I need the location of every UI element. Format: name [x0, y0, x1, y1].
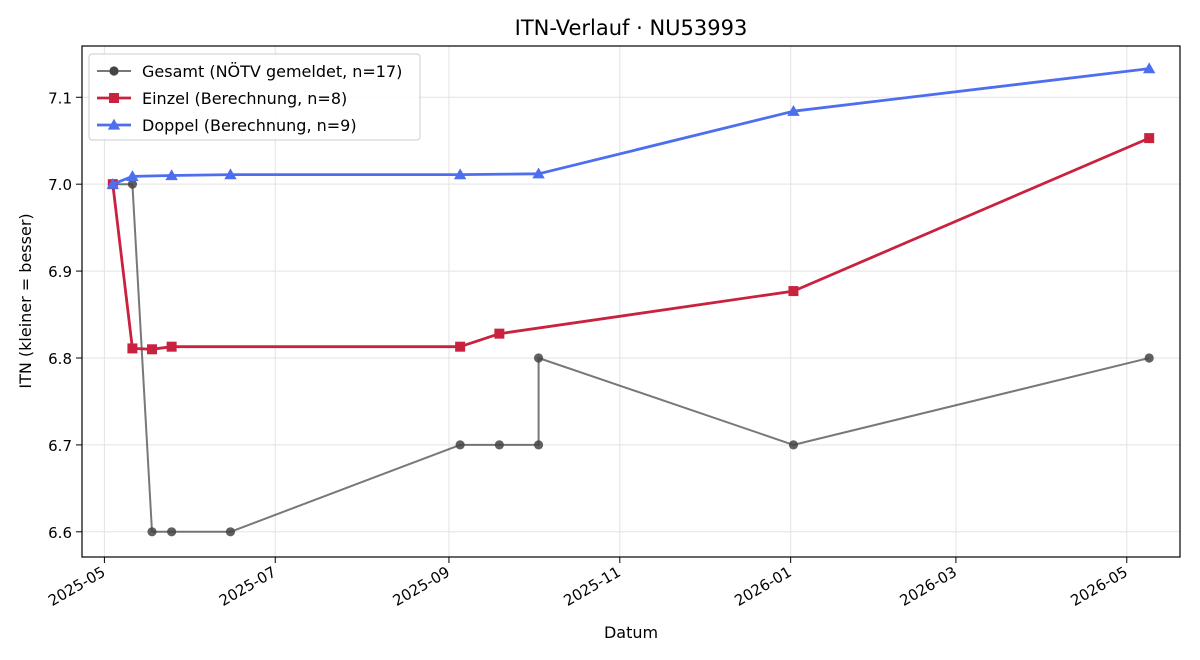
data-point-marker	[494, 440, 504, 450]
data-point-marker	[788, 286, 799, 297]
legend-marker	[107, 118, 121, 130]
y-axis-label: ITN (kleiner = besser)	[16, 213, 35, 388]
y-tick-label: 7.1	[48, 89, 72, 107]
data-point-marker	[453, 168, 467, 180]
data-point-marker	[533, 353, 544, 363]
data-point-marker	[494, 328, 505, 339]
data-point-marker	[225, 527, 236, 537]
data-point-marker	[1142, 62, 1156, 74]
data-point-marker	[455, 341, 466, 352]
data-point-marker	[147, 527, 157, 537]
data-point-marker	[532, 167, 545, 179]
data-point-marker	[455, 440, 465, 450]
series-layer	[106, 62, 1156, 537]
plot-area-frame	[81, 45, 1181, 558]
series-line	[112, 67, 1150, 186]
data-point-marker	[1144, 133, 1155, 144]
data-point-marker	[1144, 353, 1154, 363]
y-tick-label: 6.6	[48, 524, 72, 542]
data-point-marker	[167, 527, 177, 537]
data-point-marker	[787, 104, 800, 116]
legend-label: Einzel (Berechnung, n=8)	[142, 89, 347, 108]
data-point-marker	[126, 170, 139, 182]
y-tick-label: 6.7	[48, 437, 72, 455]
legend-label: Gesamt (NÖTV gemeldet, n=17)	[142, 62, 402, 81]
data-point-marker	[127, 343, 138, 354]
legend-marker	[109, 66, 119, 76]
data-point-marker	[127, 179, 138, 189]
y-tick-label: 6.9	[48, 263, 72, 281]
y-tick-label: 7.0	[48, 176, 72, 194]
legend-box	[88, 53, 421, 141]
data-point-marker	[147, 344, 158, 355]
y-tick-label: 6.8	[48, 350, 72, 368]
data-point-marker	[165, 169, 178, 181]
legend: Gesamt (NÖTV gemeldet, n=17) Einzel (Bere…	[88, 53, 421, 141]
x-axis-label: Datum	[604, 623, 658, 642]
data-point-marker	[533, 440, 544, 450]
data-point-marker	[106, 177, 120, 189]
data-point-marker	[788, 440, 799, 450]
chart-title: ITN-Verlauf · NU53993	[515, 16, 748, 40]
series-triangle	[106, 62, 1156, 189]
legend-marker	[109, 93, 119, 103]
legend-label: Doppel (Berechnung, n=9)	[142, 116, 357, 135]
data-point-marker	[166, 341, 177, 352]
data-point-marker	[224, 168, 237, 180]
